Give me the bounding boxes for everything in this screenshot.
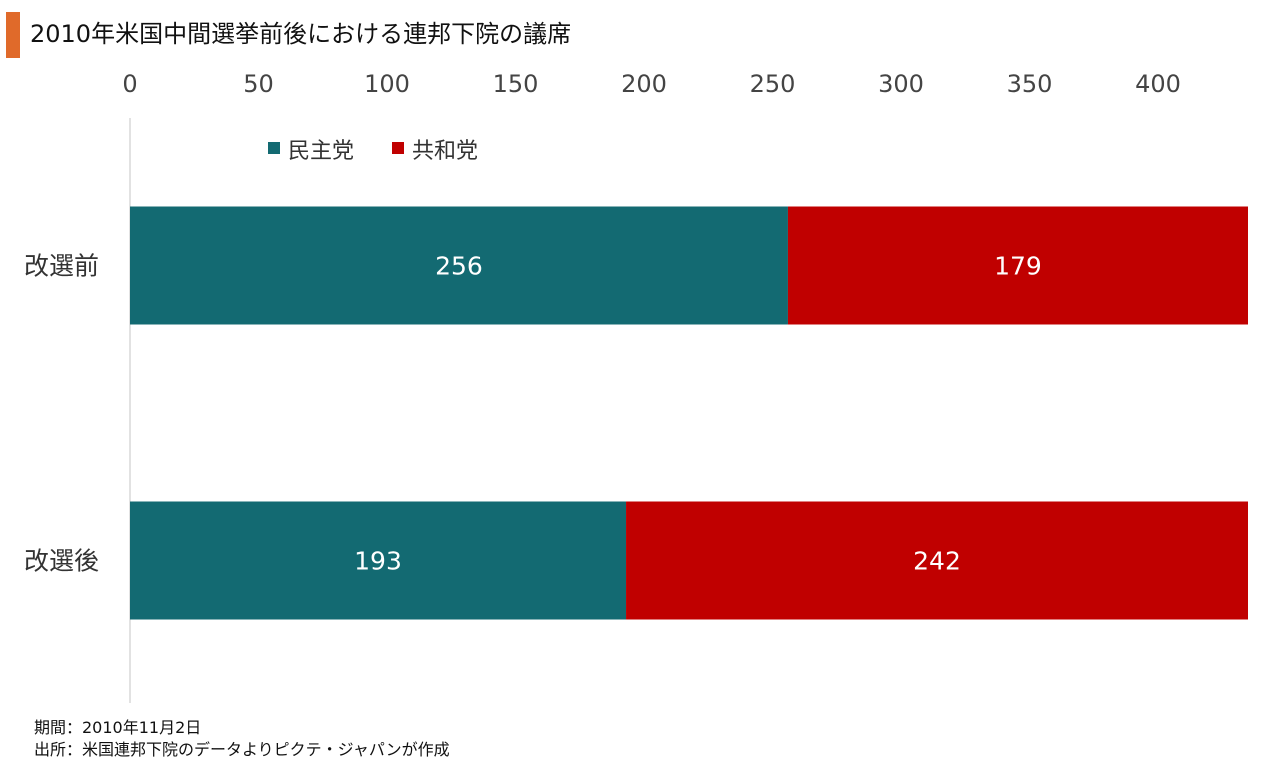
x-tick-label: 400 — [1135, 70, 1181, 98]
bar-value-labels: 256 179 193 242 — [354, 252, 1042, 576]
x-tick-label: 300 — [878, 70, 924, 98]
legend-swatch — [392, 142, 404, 154]
legend-label: 共和党 — [412, 139, 478, 164]
x-tick-label: 0 — [122, 70, 137, 98]
legend: 民主党 共和党 — [268, 139, 478, 164]
bar-value-label: 242 — [913, 547, 961, 576]
category-label: 改選前 — [24, 252, 99, 281]
x-tick-label: 250 — [750, 70, 796, 98]
bar-value-label: 256 — [435, 252, 483, 281]
x-tick-label: 100 — [364, 70, 410, 98]
x-tick-label: 200 — [621, 70, 667, 98]
chart-title: 2010年米国中間選挙前後における連邦下院の議席 — [30, 20, 572, 48]
bar-segment — [130, 501, 627, 620]
bar-segment — [787, 206, 1248, 325]
x-axis-ticks: 0 50 100 150 200 250 300 350 400 — [122, 70, 1181, 98]
bars — [130, 206, 1248, 620]
legend-label: 民主党 — [288, 139, 354, 164]
title-accent-bar — [6, 12, 20, 58]
legend-swatch — [268, 142, 280, 154]
x-tick-label: 50 — [243, 70, 274, 98]
x-tick-label: 350 — [1007, 70, 1053, 98]
source-note: 出所：米国連邦下院のデータよりピクテ・ジャパンが作成 — [34, 740, 450, 759]
bar-segment — [130, 206, 788, 325]
category-label: 改選後 — [24, 547, 99, 576]
footnotes: 期間：2010年11月2日 出所：米国連邦下院のデータよりピクテ・ジャパンが作成 — [34, 717, 450, 761]
x-tick-label: 150 — [493, 70, 539, 98]
period-note: 期間：2010年11月2日 — [34, 718, 202, 737]
bar-value-label: 179 — [994, 252, 1042, 281]
bar-value-label: 193 — [354, 547, 402, 576]
bar-segment — [626, 501, 1248, 620]
